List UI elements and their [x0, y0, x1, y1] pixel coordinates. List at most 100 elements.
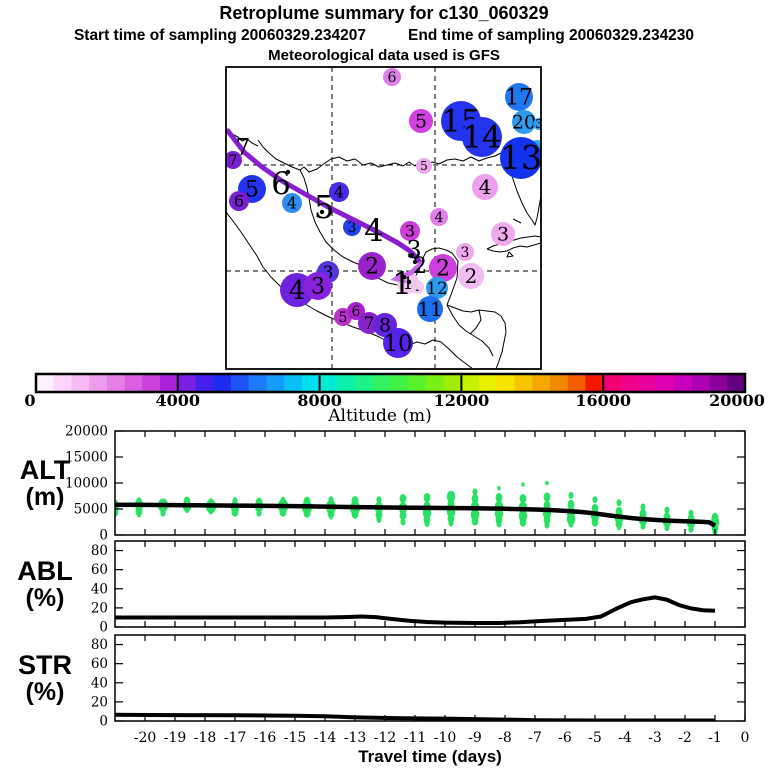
- mean-trajectory-line: [226, 128, 424, 267]
- plume-centroid-circle: [491, 222, 515, 246]
- start-time-label: Start time of sampling 20060329.234207: [73, 27, 367, 44]
- plume-centroid-day-label: 7: [229, 153, 238, 169]
- particle-altitude-dot: [568, 520, 574, 528]
- plume-centroid-day-label: 20: [512, 111, 536, 133]
- colorbar-tick-label: 8000: [297, 391, 342, 410]
- plume-centroid-circle: [416, 158, 432, 174]
- x-axis-day-label: -20: [134, 730, 157, 746]
- abl-plot-area: [115, 595, 716, 625]
- particle-altitude-dot: [616, 499, 622, 507]
- plume-centroid-circle: [456, 243, 474, 261]
- particle-altitude-dot: [231, 507, 239, 517]
- particle-altitude-dot: [160, 509, 166, 517]
- trajectory-day-number: 1: [392, 266, 412, 302]
- x-axis-day-label: -16: [254, 730, 277, 746]
- x-axis-day-label: -2: [678, 730, 692, 746]
- colorbar-cell: [53, 374, 72, 392]
- particle-altitude-dot: [400, 518, 406, 526]
- str-axis-title: STR: [18, 650, 72, 680]
- colorbar-cell: [674, 374, 693, 392]
- x-axis-day-label: -4: [618, 730, 632, 746]
- x-axis: -20 -19 -18 -17 -16 -15 -14 -13 -12 -11 -10 -9 -8 -7-…: [134, 730, 750, 766]
- trajectory-day-number: 6: [271, 166, 291, 202]
- particle-altitude-dot: [615, 519, 623, 529]
- x-axis-day-label: -15: [284, 730, 307, 746]
- y-tick-label: 5000: [74, 502, 108, 518]
- plume-centroid-day-label: 4: [479, 175, 492, 199]
- x-axis-day-label: -6: [558, 730, 572, 746]
- plume-centroid-circle: [304, 272, 332, 300]
- plume-centroid-day-label: 3: [461, 245, 470, 261]
- plume-centroid-day-label: 10: [383, 331, 412, 357]
- x-axis-day-label: -11: [404, 730, 427, 746]
- colorbar-cell: [567, 374, 586, 392]
- particle-altitude-dot: [566, 513, 576, 525]
- particle-altitude-dot: [592, 496, 598, 504]
- y-tick-label: 20: [91, 694, 108, 710]
- colorbar-cell: [514, 374, 533, 392]
- coastline: [512, 218, 522, 224]
- plume-centroid-circle: [383, 68, 401, 86]
- particle-altitude-dot: [351, 509, 359, 519]
- plume-centroid-circle: [383, 328, 413, 358]
- plume-centroid-circle: [400, 221, 420, 241]
- particle-altitude-dot: [664, 506, 670, 514]
- colorbar-tick-label: 4000: [156, 391, 201, 410]
- trajectory-dot: [319, 209, 325, 215]
- coastline: [486, 242, 541, 253]
- colorbar-cell: [532, 374, 551, 392]
- y-tick-label: 40: [91, 675, 108, 691]
- particle-altitude-dot: [471, 494, 479, 504]
- colorbar-cell: [124, 374, 143, 392]
- y-tick-label: 80: [91, 637, 108, 653]
- particle-altitude-dot: [519, 494, 527, 504]
- plume-centroid-day-label: 4: [287, 193, 297, 212]
- colorbar-cell: [213, 374, 232, 392]
- plume-centroid-day-label: 4: [334, 182, 344, 201]
- particle-altitude-dot: [640, 522, 646, 530]
- plume-centroid-day-label: 14: [462, 120, 501, 156]
- colorbar-cell: [89, 374, 108, 392]
- trajectory-day-number: 7: [236, 135, 251, 161]
- x-axis-day-label: -13: [344, 730, 367, 746]
- trajectory-dot: [412, 259, 418, 265]
- colorbar-cell: [443, 374, 462, 392]
- x-axis-day-label: -1: [708, 730, 722, 746]
- coastline: [446, 304, 507, 369]
- particle-altitude-dot: [137, 512, 141, 518]
- plume-centroid-day-label: 3: [311, 274, 325, 299]
- plume-centroid-day-label: 2: [365, 254, 379, 279]
- particle-altitude-dot: [399, 494, 407, 504]
- particle-altitude-dot: [545, 480, 549, 486]
- y-tick-label: 20: [91, 600, 108, 616]
- coastline: [506, 251, 514, 258]
- colorbar-cell: [550, 374, 569, 392]
- colorbar-tick-label: 16000: [575, 391, 631, 410]
- x-axis-day-label: -12: [374, 730, 397, 746]
- trajectory-dot: [406, 279, 412, 285]
- particle-altitude-dot: [256, 509, 262, 517]
- particle-altitude-dot: [303, 508, 311, 518]
- x-axis-day-label: 0: [741, 730, 750, 746]
- trajectory-dot: [401, 274, 407, 280]
- particle-altitude-dot: [543, 515, 551, 525]
- colorbar-cell: [585, 374, 604, 392]
- particle-altitude-dot: [208, 507, 214, 515]
- plume-centroid-circle: [358, 252, 386, 280]
- particle-altitude-dot: [688, 525, 694, 533]
- colorbar-tick-label: 0: [24, 391, 35, 410]
- y-tick-label: 0: [99, 620, 108, 636]
- particle-altitude-dot: [664, 524, 670, 532]
- particle-altitude-dot: [399, 510, 407, 520]
- x-axis-day-label: -18: [194, 730, 217, 746]
- plume-centroid-day-label: 13: [500, 138, 542, 177]
- plume-centroid-circle: [282, 193, 302, 213]
- colorbar-cell: [248, 374, 267, 392]
- particle-altitude-dot: [617, 525, 621, 531]
- trajectory-day-number: 3: [406, 236, 421, 264]
- particle-altitude-dot: [591, 517, 599, 527]
- particle-altitude-dot: [544, 521, 550, 529]
- alt-panel: 0 5000 10000 15000 20000 ALT(m): [20, 424, 746, 544]
- particle-altitude-dot: [519, 517, 527, 527]
